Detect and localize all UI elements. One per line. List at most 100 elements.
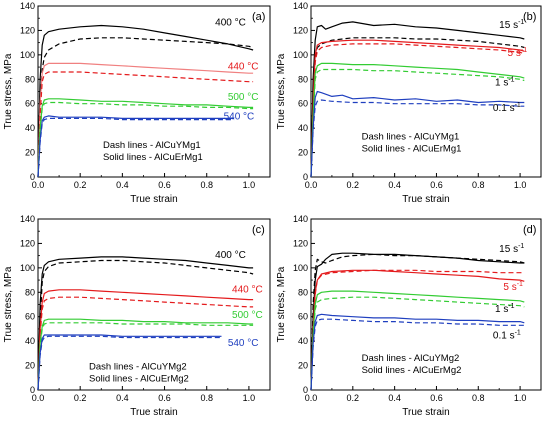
- panel-label: (b): [523, 11, 536, 23]
- y-tick-label: 60: [298, 99, 308, 109]
- x-tick-label: 0.6: [430, 393, 443, 403]
- y-tick-label: 60: [25, 312, 35, 322]
- curve-label: 1 s-1: [495, 303, 515, 315]
- legend-text: Solid lines - AlCuErMg2: [89, 373, 189, 384]
- chart-panel-1: 0.0 0.2 0.4 0.6 0.8 1.0 0 20 40 60 80 100 120 140 True…: [3, 1, 271, 205]
- series-line-dash: [310, 318, 525, 391]
- x-tick-label: 0.0: [305, 393, 318, 403]
- curve-label: 500 °C: [228, 92, 259, 103]
- x-tick-label: 0.2: [74, 180, 87, 190]
- y-tick-label: 60: [298, 312, 308, 322]
- y-tick-label: 100: [293, 263, 308, 273]
- series-line-solid: [37, 98, 254, 178]
- legend-text: Solid lines - AlCuErMg1: [362, 143, 462, 154]
- curve-label: 400 °C: [215, 18, 246, 29]
- series-line-solid: [310, 39, 525, 178]
- curve-label: 500 °C: [232, 310, 263, 321]
- series-line-solid: [37, 62, 254, 178]
- legend-text: Dash lines - AlCuYMg1: [103, 140, 201, 151]
- series-line-solid: [37, 24, 254, 178]
- series-line-solid: [37, 318, 254, 391]
- x-tick-label: 1.0: [243, 180, 256, 190]
- curve-label: 0.1 s-1: [493, 330, 521, 342]
- x-tick-label: 0.8: [472, 393, 485, 403]
- series-line-dash: [310, 68, 525, 178]
- x-tick-label: 0.2: [74, 393, 87, 403]
- x-tick-label: 0.8: [200, 180, 213, 190]
- x-tick-label: 0.4: [388, 180, 401, 190]
- panel-label: (a): [252, 11, 265, 23]
- x-tick-label: 0.0: [32, 393, 45, 403]
- x-axis-label: True strain: [130, 194, 177, 205]
- y-tick-label: 20: [298, 148, 308, 158]
- x-tick-label: 0.0: [305, 180, 318, 190]
- legend-text: Solid lines - AlCuErMg2: [362, 365, 462, 376]
- y-tick-label: 40: [25, 336, 35, 346]
- curve-label: 440 °C: [232, 284, 263, 295]
- x-tick-label: 0.6: [158, 393, 171, 403]
- x-axis-label: True strain: [130, 407, 177, 418]
- y-tick-label: 0: [303, 172, 308, 182]
- chart-panel-4: 0.0 0.2 0.4 0.6 0.8 1.0 0 20 40 60 80 100 120 140 True…: [276, 214, 542, 418]
- series-line-solid: [310, 21, 525, 178]
- legend-text: Solid lines - AlCuErMg1: [103, 152, 203, 163]
- y-axis-label: True stress, MPa: [3, 266, 14, 342]
- y-axis-label: True stress, MPa: [276, 53, 287, 129]
- panel-label: (c): [252, 224, 265, 236]
- x-axis-label: True strain: [402, 407, 449, 418]
- series-line-dash: [37, 37, 254, 178]
- legend-text: Dash lines - AlCuYMg1: [362, 131, 460, 142]
- y-tick-label: 120: [293, 25, 308, 35]
- y-tick-label: 40: [298, 123, 308, 133]
- y-tick-label: 0: [30, 172, 35, 182]
- series-line-dash: [310, 296, 525, 391]
- x-tick-label: 0.4: [116, 180, 129, 190]
- x-tick-label: 0.0: [32, 180, 45, 190]
- x-axis-label: True strain: [402, 194, 449, 205]
- y-tick-label: 120: [293, 238, 308, 248]
- y-tick-label: 40: [298, 336, 308, 346]
- y-tick-label: 40: [25, 123, 35, 133]
- curve-label: 540 °C: [228, 338, 259, 349]
- y-tick-label: 20: [25, 361, 35, 371]
- curve-label: 5 s-1: [503, 281, 523, 293]
- y-tick-label: 60: [25, 99, 35, 109]
- y-tick-label: 140: [20, 214, 35, 224]
- y-tick-label: 120: [20, 25, 35, 35]
- y-tick-label: 120: [20, 238, 35, 248]
- series-line-dash: [37, 259, 254, 391]
- series-line-solid: [37, 334, 222, 391]
- y-tick-label: 80: [298, 74, 308, 84]
- y-tick-label: 140: [20, 1, 35, 11]
- x-tick-label: 1.0: [243, 393, 256, 403]
- y-tick-label: 20: [298, 361, 308, 371]
- x-tick-label: 1.0: [514, 180, 527, 190]
- chart-panel-3: 0.0 0.2 0.4 0.6 0.8 1.0 0 20 40 60 80 100 120 140 True…: [3, 214, 271, 418]
- legend-text: Dash lines - AlCuYMg2: [89, 361, 187, 372]
- curve-label: 15 s-1: [499, 243, 524, 255]
- series-line-solid: [37, 115, 235, 178]
- series-line-dash: [37, 117, 235, 178]
- series-line-solid: [37, 256, 254, 391]
- y-tick-label: 100: [293, 50, 308, 60]
- x-tick-label: 0.6: [158, 180, 171, 190]
- curve-label: 15 s-1: [499, 19, 524, 31]
- series-line-dash: [37, 335, 222, 391]
- series-line-dash: [310, 43, 525, 178]
- y-tick-label: 140: [293, 214, 308, 224]
- panel-label: (d): [523, 224, 536, 236]
- curve-label: 440 °C: [228, 62, 259, 73]
- y-axis-label: True stress, MPa: [3, 53, 14, 129]
- chart-panel-2: 0.0 0.2 0.4 0.6 0.8 1.0 0 20 40 60 80 100 120 140 True…: [276, 1, 542, 205]
- x-tick-label: 0.4: [116, 393, 129, 403]
- y-axis-label: True stress, MPa: [276, 266, 287, 342]
- x-tick-label: 0.8: [472, 180, 485, 190]
- curve-label: 400 °C: [215, 250, 246, 261]
- series-line-dash: [310, 269, 525, 391]
- series-line-solid: [310, 62, 525, 178]
- series-line-solid: [310, 290, 525, 391]
- x-tick-label: 0.2: [347, 393, 360, 403]
- x-tick-label: 1.0: [514, 393, 527, 403]
- series-line-solid: [310, 90, 525, 178]
